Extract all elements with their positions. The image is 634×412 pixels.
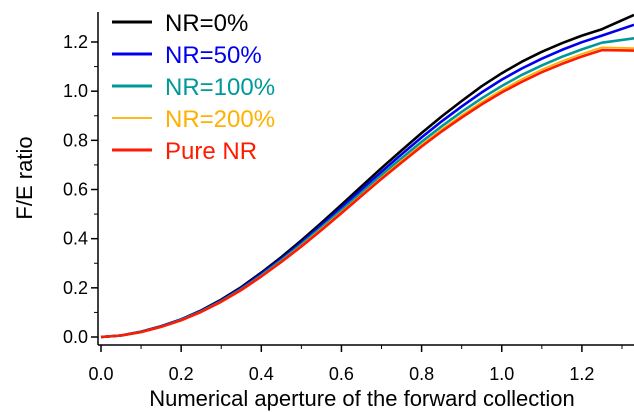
legend-label-nr-200: NR=200%	[165, 106, 275, 133]
x-tick-label: 0.4	[249, 364, 274, 384]
y-tick-label: 0.8	[63, 130, 88, 150]
x-tick-label: 0.0	[88, 364, 113, 384]
axes: 0.0 0.2 0.4 0.6 0.8 1.0 1.2 0.0 0.2 0.4 0.6 0.8 1.0…	[63, 12, 634, 384]
x-tick-label: 1.0	[489, 364, 514, 384]
x-tick-label: 1.2	[569, 364, 594, 384]
x-ticks: 0.0 0.2 0.4 0.6 0.8 1.0 1.2	[88, 345, 623, 384]
legend-label-nr-0: NR=0%	[165, 10, 248, 37]
y-tick-label: 1.0	[63, 81, 88, 101]
y-tick-label: 0.6	[63, 180, 88, 200]
y-ticks: 0.0 0.2 0.4 0.6 0.8 1.0 1.2	[63, 32, 98, 347]
x-tick-label: 0.8	[409, 364, 434, 384]
legend-label-nr-100: NR=100%	[165, 74, 275, 101]
x-tick-label: 0.6	[329, 364, 354, 384]
series-line-pure-nr	[100, 48, 634, 339]
series-lines	[100, 13, 634, 339]
y-tick-label: 1.2	[63, 32, 88, 52]
x-axis-title: Numerical aperture of the forward collec…	[149, 386, 575, 411]
legend: NR=0% NR=50% NR=100% NR=200% Pure NR	[112, 10, 275, 165]
legend-label-nr-50: NR=50%	[165, 42, 262, 69]
y-axis-title: F/E ratio	[12, 136, 37, 219]
legend-label-pure-nr: Pure NR	[165, 138, 257, 165]
y-tick-label: 0.0	[63, 327, 88, 347]
y-tick-label: 0.2	[63, 278, 88, 298]
x-tick-label: 0.2	[169, 364, 194, 384]
y-tick-label: 0.4	[63, 229, 88, 249]
